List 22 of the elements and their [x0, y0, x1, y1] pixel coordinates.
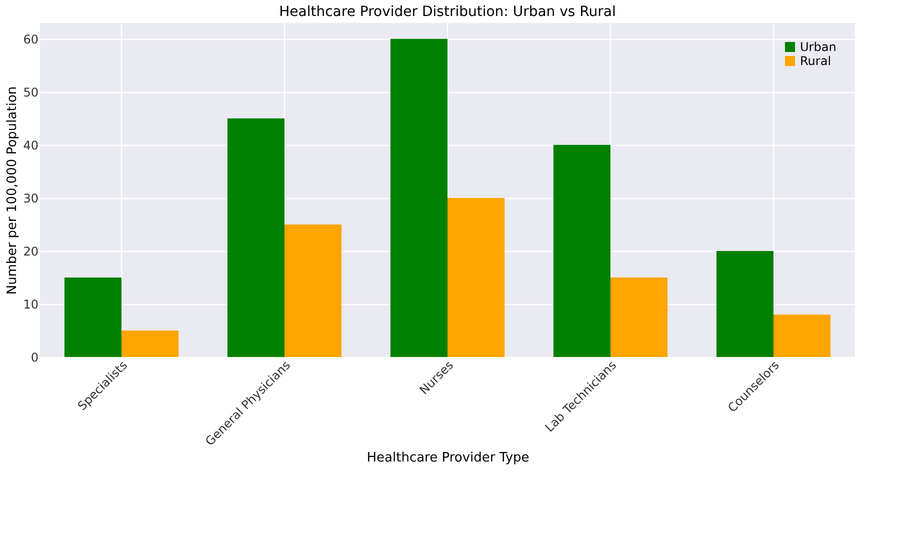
- bar: [122, 330, 179, 357]
- bar: [227, 118, 284, 357]
- y-tick-label: 40: [23, 138, 38, 152]
- bar: [553, 144, 610, 357]
- y-tick-label: 60: [23, 32, 38, 46]
- y-tick-label: 50: [23, 85, 38, 100]
- bar: [716, 250, 774, 357]
- y-tick-label: 0: [30, 350, 38, 364]
- bar: [64, 277, 122, 357]
- bar: [448, 198, 505, 357]
- bar: [774, 314, 831, 357]
- bar: [284, 224, 342, 357]
- bar: [610, 277, 668, 357]
- bar: [390, 38, 448, 357]
- y-tick-label: 10: [23, 297, 38, 312]
- y-axis-title: Number per 100,000 Population: [5, 86, 20, 295]
- chart-title: Healthcare Provider Distribution: Urban vs Rural: [279, 4, 616, 20]
- x-axis-title: Healthcare Provider Type: [366, 450, 530, 466]
- legend-label: Rural: [800, 54, 832, 68]
- y-tick-label: 30: [23, 191, 38, 206]
- legend-label: Urban: [800, 40, 836, 54]
- y-tick-label: 20: [23, 244, 38, 258]
